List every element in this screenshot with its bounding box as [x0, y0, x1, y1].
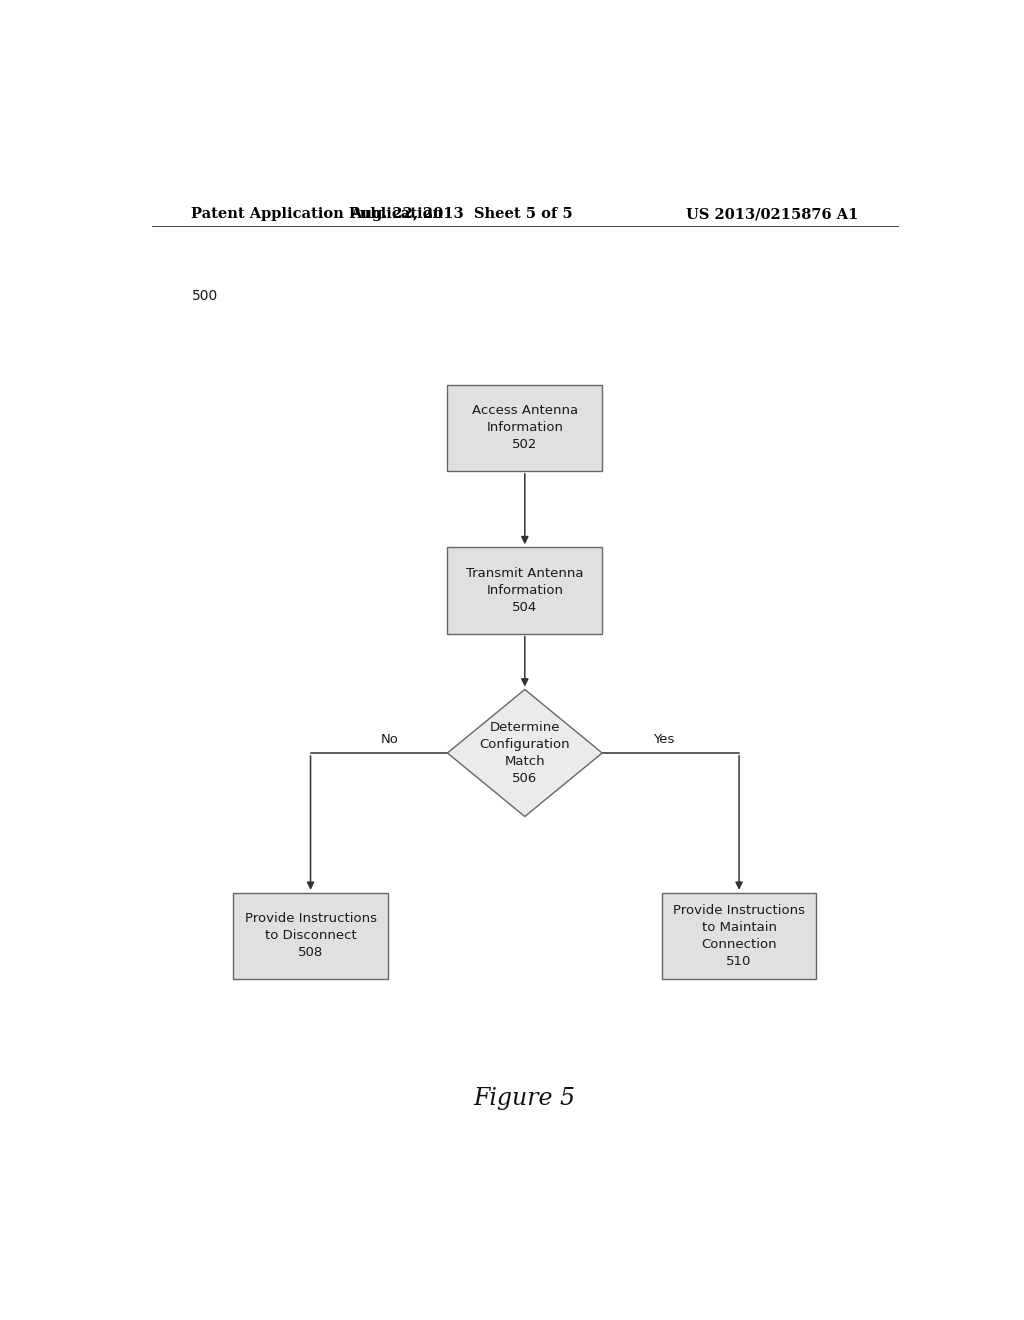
FancyBboxPatch shape	[662, 892, 816, 979]
Text: 500: 500	[191, 289, 218, 302]
Text: Figure 5: Figure 5	[474, 1088, 575, 1110]
FancyBboxPatch shape	[447, 384, 602, 471]
Text: Determine
Configuration
Match
506: Determine Configuration Match 506	[479, 721, 570, 785]
Text: Patent Application Publication: Patent Application Publication	[191, 207, 443, 222]
Text: Yes: Yes	[653, 734, 675, 746]
Polygon shape	[447, 689, 602, 817]
Text: Provide Instructions
to Maintain
Connection
510: Provide Instructions to Maintain Connect…	[673, 904, 805, 968]
Text: US 2013/0215876 A1: US 2013/0215876 A1	[686, 207, 858, 222]
FancyBboxPatch shape	[447, 548, 602, 634]
Text: Provide Instructions
to Disconnect
508: Provide Instructions to Disconnect 508	[245, 912, 377, 960]
Text: Aug. 22, 2013  Sheet 5 of 5: Aug. 22, 2013 Sheet 5 of 5	[350, 207, 572, 222]
Text: Transmit Antenna
Information
504: Transmit Antenna Information 504	[466, 566, 584, 614]
FancyBboxPatch shape	[233, 892, 388, 979]
Text: No: No	[381, 734, 398, 746]
Text: Access Antenna
Information
502: Access Antenna Information 502	[472, 404, 578, 451]
